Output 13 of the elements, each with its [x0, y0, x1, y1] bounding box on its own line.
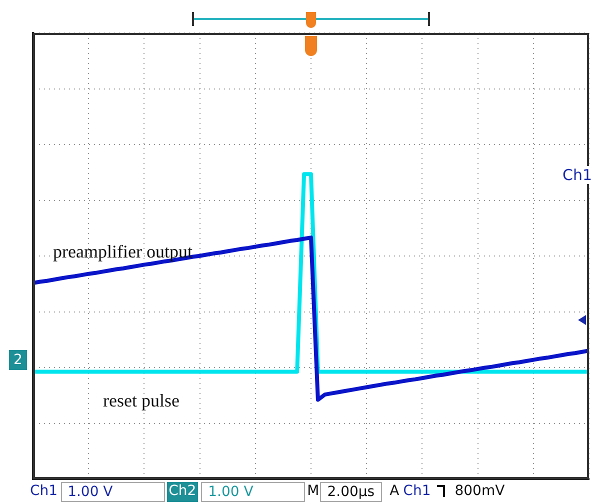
text: Ch2 [166, 482, 198, 502]
text: 1.00 V [201, 482, 306, 502]
annotation: Ch1 [560, 166, 592, 184]
series-label: reset pulse [103, 390, 180, 410]
text: 1.00 V [60, 482, 165, 502]
text: A [390, 482, 400, 501]
text: 800mV [454, 482, 505, 501]
text: Ch1 [403, 482, 431, 501]
text: 2.00µs [320, 482, 382, 502]
text: Ch1 [30, 482, 58, 501]
text: M [307, 482, 320, 501]
series-label: preamplifier output [53, 242, 192, 262]
text: 2 [9, 350, 27, 370]
